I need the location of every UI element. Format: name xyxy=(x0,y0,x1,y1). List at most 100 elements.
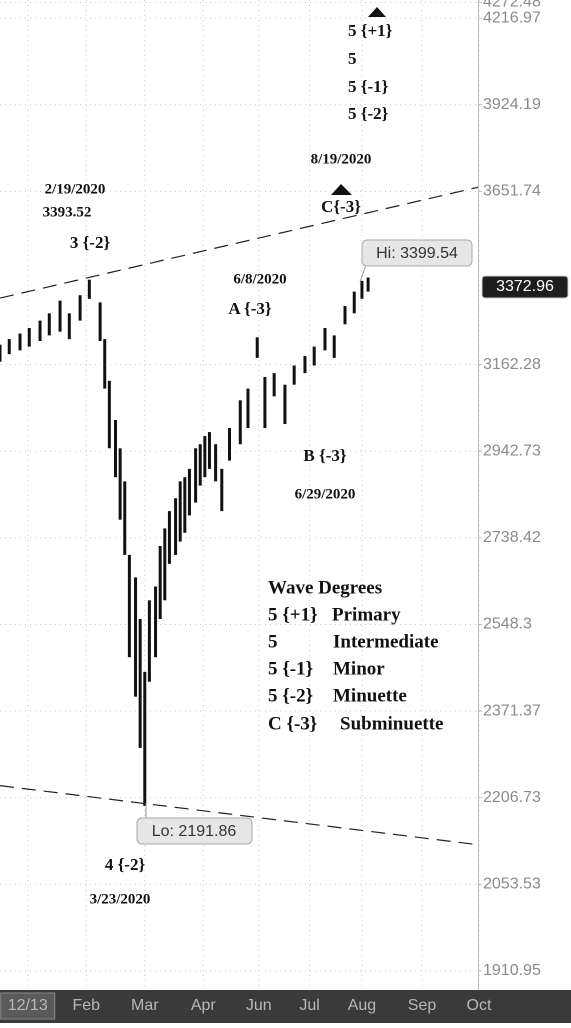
x-tick-label: Jun xyxy=(246,997,272,1014)
y-tick-label: 3651.74 xyxy=(483,183,541,200)
x-axis-band xyxy=(0,990,571,1023)
price-bar xyxy=(312,346,316,366)
y-tick-label: 4272.48 xyxy=(483,0,541,11)
price-bar xyxy=(227,428,231,461)
price-bar xyxy=(272,373,276,397)
price-bar xyxy=(58,300,62,332)
price-bar xyxy=(198,444,202,486)
y-tick-label: 2942.73 xyxy=(483,442,541,459)
annotation: 8/19/2020 xyxy=(311,151,372,167)
annotation: 3393.52 xyxy=(43,204,92,220)
legend-key: C {-3} xyxy=(268,713,317,734)
x-tick-label: 12/13 xyxy=(8,997,48,1014)
x-tick-label: Feb xyxy=(72,997,100,1014)
price-bar xyxy=(78,295,82,321)
price-bar xyxy=(183,477,187,533)
price-bar xyxy=(143,671,147,806)
x-tick-label: Apr xyxy=(191,997,217,1014)
price-bar xyxy=(220,468,224,512)
price-bar xyxy=(147,600,151,682)
x-tick-label: Aug xyxy=(348,997,376,1014)
price-bar xyxy=(283,384,287,425)
trendlines xyxy=(0,186,480,846)
price-bar xyxy=(323,327,327,351)
callout-box xyxy=(361,239,473,267)
y-tick-label: 1910.95 xyxy=(483,962,541,979)
last-price-label: 3372.96 xyxy=(496,278,554,295)
price-bar xyxy=(103,339,107,389)
marker-triangle xyxy=(368,7,386,17)
price-bar xyxy=(118,448,122,520)
annotation: 5 {+1} xyxy=(348,21,393,40)
price-bar xyxy=(214,444,218,482)
price-bar xyxy=(127,554,131,658)
price-bar xyxy=(178,481,182,542)
last-price-tag xyxy=(481,275,569,299)
y-tick-label: 4216.97 xyxy=(483,9,541,26)
price-bar xyxy=(158,545,162,619)
annotation: 3/23/2020 xyxy=(90,891,151,907)
annotation: 3 {-2} xyxy=(70,233,111,252)
price-bar xyxy=(107,380,111,449)
x-tick-label: Oct xyxy=(467,997,492,1014)
price-bar xyxy=(67,313,71,340)
price-bar xyxy=(203,436,207,478)
x-tick-label: Mar xyxy=(131,997,159,1014)
price-bar xyxy=(194,448,198,503)
annotation: 2/19/2020 xyxy=(45,181,106,197)
legend-value: Intermediate xyxy=(333,631,439,652)
legend-value: Subminuette xyxy=(340,713,443,734)
price-bar xyxy=(123,481,127,555)
annotation: 4 {-2} xyxy=(105,855,146,874)
price-bar xyxy=(47,313,51,336)
price-bar xyxy=(352,291,356,314)
marker-triangle xyxy=(331,184,352,195)
legend-value: Minor xyxy=(333,658,385,679)
legend-key: 5 xyxy=(268,631,278,652)
x-axis: 12/13 Feb Mar Apr Jun Jul Aug Sep Oct xyxy=(0,992,492,1020)
legend-value: Primary xyxy=(332,604,401,625)
y-tick-label: 2371.37 xyxy=(483,702,541,719)
annotation: 5 {-2} xyxy=(348,104,389,123)
price-bar xyxy=(163,528,167,601)
price-bar xyxy=(174,498,178,555)
price-bar xyxy=(238,400,242,445)
price-bar xyxy=(187,468,191,516)
price-bar xyxy=(18,333,22,351)
legend-key: 5 {-2} xyxy=(268,685,313,706)
annotation: 6/29/2020 xyxy=(295,486,356,502)
price-bar xyxy=(207,432,211,469)
price-bar xyxy=(38,320,42,341)
y-axis: 1910.95 2053.53 2206.73 2371.37 2548.3 2738.4… xyxy=(478,0,569,979)
hi-callout: Hi: 3399.54 xyxy=(376,245,458,262)
price-bar xyxy=(303,356,307,374)
price-bars xyxy=(0,277,370,806)
x-tick-label: Jul xyxy=(299,997,319,1014)
price-bar xyxy=(154,586,158,658)
annotation: 5 xyxy=(348,49,357,68)
x-tick-highlight xyxy=(0,992,56,1020)
price-bar xyxy=(27,327,31,347)
trendline xyxy=(0,186,480,299)
y-tick-label: 2548.3 xyxy=(483,616,532,633)
legend-key: 5 {+1} xyxy=(268,604,318,625)
lo-callout: Lo: 2191.86 xyxy=(152,823,237,840)
price-bar xyxy=(292,365,296,385)
legend-value: Minuette xyxy=(333,685,407,706)
y-tick-label: 3924.19 xyxy=(483,96,541,113)
trendline xyxy=(0,785,480,846)
price-bar xyxy=(255,337,259,358)
annotation: 6/8/2020 xyxy=(233,271,286,287)
price-bar xyxy=(7,339,11,355)
legend-title: Wave Degrees xyxy=(268,577,382,598)
price-bar xyxy=(343,306,347,325)
price-bar xyxy=(246,388,250,429)
x-tick-label: Sep xyxy=(408,997,437,1014)
legend-key: 5 {-1} xyxy=(268,658,313,679)
price-bar xyxy=(134,577,138,697)
price-bar xyxy=(360,280,364,299)
price-bar xyxy=(98,302,102,341)
annotation: C{-3} xyxy=(321,197,361,216)
